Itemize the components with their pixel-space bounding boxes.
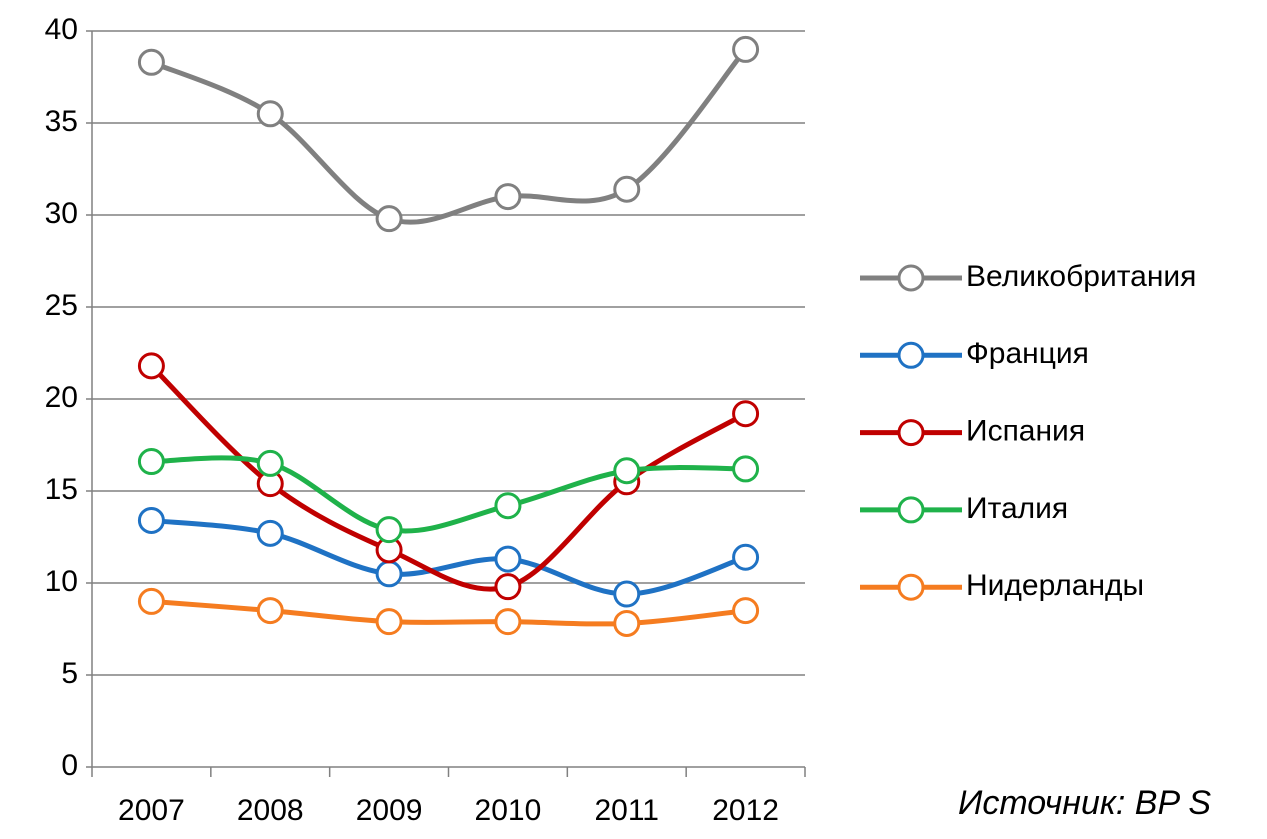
x-tick-label: 2012 [712, 794, 779, 827]
y-tick-label: 15 [45, 473, 78, 506]
point-marker [732, 400, 760, 428]
source-note: Источник: BP S [958, 784, 1211, 822]
x-tick-label: 2010 [475, 794, 542, 827]
legend-marker [897, 419, 925, 447]
point-marker [256, 519, 284, 547]
legend-label: Италия [966, 492, 1068, 525]
series-line [151, 455, 746, 534]
y-tick-label: 30 [45, 197, 78, 230]
legend-label: Нидерланды [966, 569, 1144, 602]
point-marker [732, 597, 760, 625]
legend-label: Великобритания [966, 260, 1196, 293]
series-line [151, 598, 746, 627]
x-tick-label: 2007 [118, 794, 185, 827]
point-marker [494, 492, 522, 520]
point-marker [732, 35, 760, 63]
legend-marker [897, 341, 925, 369]
point-marker [732, 543, 760, 571]
x-tick-label: 2011 [594, 794, 659, 827]
y-tick-label: 10 [45, 565, 78, 598]
y-tick-label: 35 [45, 105, 78, 138]
point-marker [375, 608, 403, 636]
point-marker [256, 449, 284, 477]
point-marker [613, 175, 641, 203]
point-marker [256, 100, 284, 128]
point-marker [137, 448, 165, 476]
y-tick-label: 20 [45, 381, 78, 414]
x-tick-label: 2008 [237, 794, 304, 827]
point-marker [375, 560, 403, 588]
point-marker [137, 587, 165, 615]
y-tick-label: 25 [45, 289, 78, 322]
point-marker [613, 609, 641, 637]
y-tick-label: 40 [45, 13, 78, 46]
legend-marker [897, 496, 925, 524]
point-marker [613, 580, 641, 608]
point-marker [494, 573, 522, 601]
point-marker [494, 545, 522, 573]
legend-label: Испания [966, 415, 1085, 448]
series-line [150, 47, 748, 225]
point-marker [256, 597, 284, 625]
legend-label: Франция [966, 337, 1089, 370]
point-marker [494, 608, 522, 636]
point-marker [732, 455, 760, 483]
point-marker [137, 506, 165, 534]
legend-marker [897, 573, 925, 601]
point-marker [137, 352, 165, 380]
point-marker [494, 183, 522, 211]
y-tick-label: 0 [61, 749, 78, 782]
y-tick-label: 5 [61, 657, 78, 690]
point-marker [613, 457, 641, 485]
point-marker [375, 205, 403, 233]
point-marker [137, 48, 165, 76]
legend-marker [897, 264, 925, 292]
x-tick-label: 2009 [356, 794, 423, 827]
point-marker [375, 516, 403, 544]
